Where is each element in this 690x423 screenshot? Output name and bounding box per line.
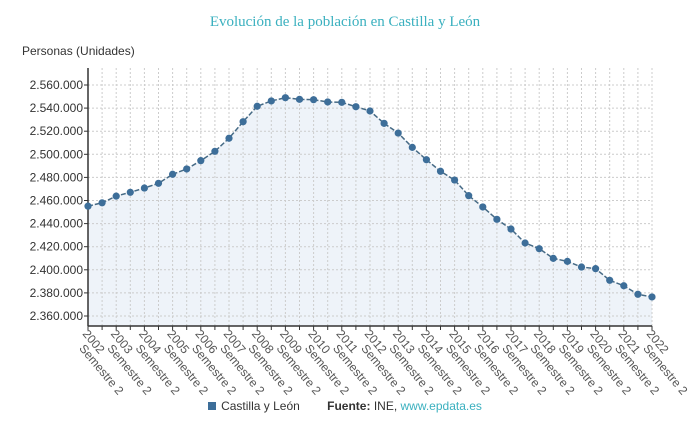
data-point bbox=[253, 102, 261, 110]
data-point bbox=[126, 188, 134, 196]
data-point bbox=[197, 157, 205, 165]
y-tick-label: 2.460.000 bbox=[30, 194, 84, 208]
data-point bbox=[140, 184, 148, 192]
area-fill bbox=[88, 97, 652, 326]
data-point bbox=[98, 199, 106, 207]
data-point bbox=[281, 94, 289, 102]
chart-title: Evolución de la población en Castilla y … bbox=[209, 14, 481, 30]
data-point bbox=[211, 147, 219, 155]
source-link[interactable]: www.epdata.es bbox=[400, 399, 482, 413]
data-point bbox=[549, 254, 557, 262]
y-tick-label: 2.400.000 bbox=[30, 263, 84, 277]
data-point bbox=[352, 103, 360, 111]
data-point bbox=[606, 276, 614, 284]
data-point bbox=[465, 192, 473, 200]
y-tick-label: 2.560.000 bbox=[30, 78, 84, 92]
data-point bbox=[338, 98, 346, 106]
y-tick-label: 2.380.000 bbox=[30, 286, 84, 300]
data-point bbox=[408, 143, 416, 151]
data-point bbox=[563, 257, 572, 265]
data-point bbox=[634, 290, 642, 298]
data-point bbox=[577, 263, 586, 271]
data-point bbox=[169, 170, 177, 178]
data-point bbox=[239, 118, 247, 126]
data-point bbox=[380, 119, 388, 127]
data-point bbox=[84, 202, 92, 210]
y-tick-label: 2.440.000 bbox=[30, 217, 84, 231]
data-point bbox=[394, 129, 402, 137]
data-point bbox=[451, 176, 459, 184]
y-tick-label: 2.480.000 bbox=[30, 170, 84, 184]
data-point bbox=[112, 192, 120, 200]
data-point bbox=[507, 225, 515, 233]
data-point bbox=[479, 203, 487, 211]
data-point bbox=[267, 97, 275, 105]
data-point bbox=[535, 245, 543, 253]
y-tick-label: 2.360.000 bbox=[30, 309, 84, 323]
data-point bbox=[620, 282, 628, 290]
data-point bbox=[493, 215, 501, 223]
legend: Castilla y León Fuente: INE, www.epdata.… bbox=[0, 399, 690, 413]
data-point bbox=[592, 265, 600, 273]
data-point bbox=[648, 293, 656, 301]
data-point bbox=[154, 179, 163, 187]
data-point bbox=[521, 239, 529, 247]
data-point bbox=[324, 98, 332, 106]
y-tick-label: 2.420.000 bbox=[30, 240, 84, 254]
data-point bbox=[366, 107, 374, 115]
legend-series: Castilla y León bbox=[221, 399, 300, 413]
data-point bbox=[436, 167, 445, 175]
data-point bbox=[310, 96, 318, 104]
data-point bbox=[225, 134, 233, 142]
legend-swatch bbox=[208, 402, 217, 410]
y-tick-label: 2.540.000 bbox=[30, 101, 84, 115]
data-point bbox=[422, 156, 430, 164]
data-point bbox=[183, 165, 191, 173]
source-label: Fuente: bbox=[327, 399, 371, 413]
y-tick-label: 2.500.000 bbox=[30, 147, 84, 161]
data-point bbox=[295, 95, 304, 103]
y-axis-label: Personas (Unidades) bbox=[22, 44, 135, 58]
y-tick-label: 2.520.000 bbox=[30, 124, 84, 138]
source-text: INE, bbox=[373, 399, 398, 413]
